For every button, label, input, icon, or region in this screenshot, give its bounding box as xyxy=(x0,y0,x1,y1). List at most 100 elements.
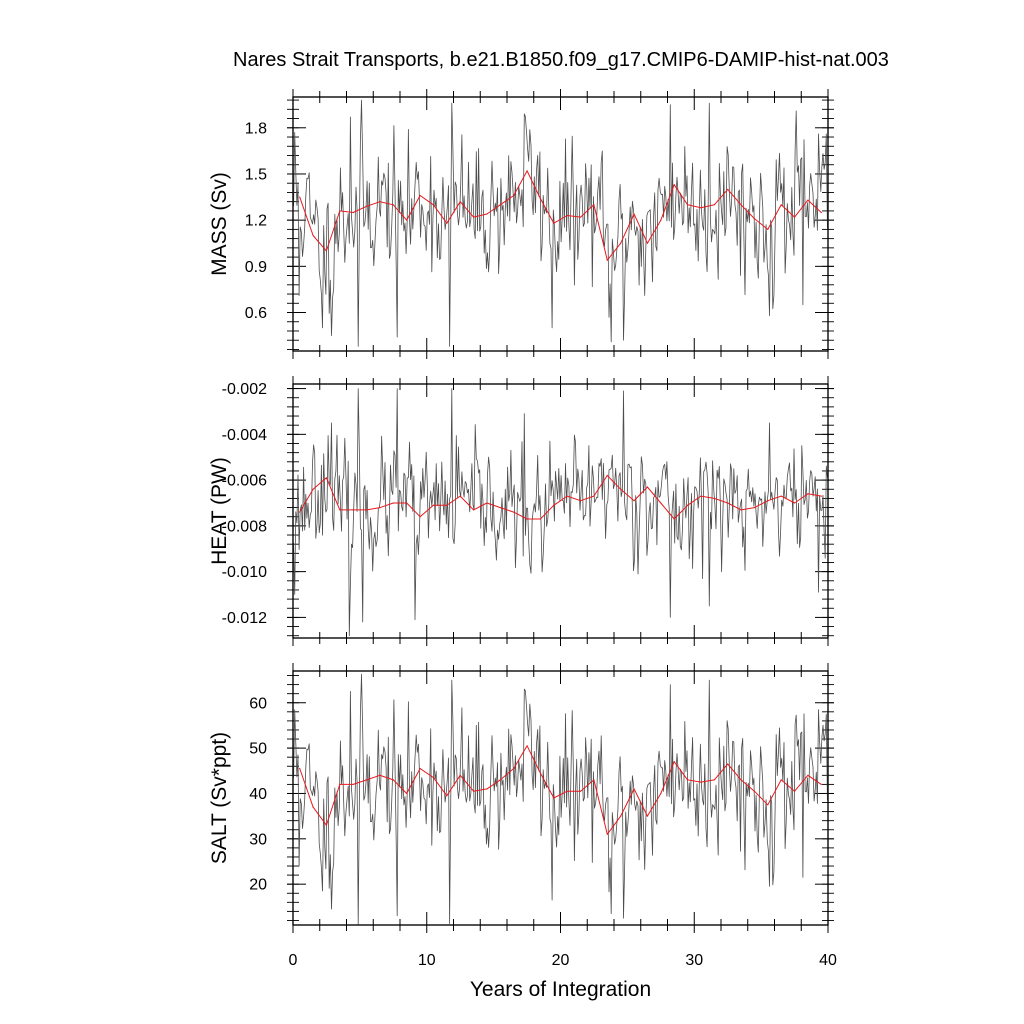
annual-mean-point xyxy=(392,204,394,206)
x-tick-label: 20 xyxy=(552,952,570,969)
annual-mean-point xyxy=(446,222,448,224)
annual-mean-point xyxy=(312,488,314,490)
annual-mean-point xyxy=(419,194,421,197)
annual-mean-point xyxy=(553,222,555,224)
annual-mean-point xyxy=(686,779,689,781)
annual-mean-point xyxy=(820,495,822,497)
annual-mean-point xyxy=(620,242,622,244)
plot-frame-border xyxy=(292,96,829,352)
raw-monthly-line xyxy=(293,673,828,925)
y-tick-label: 1.2 xyxy=(245,213,267,230)
y-tick-label: 1.8 xyxy=(245,120,267,137)
y-tick-label: 30 xyxy=(249,831,267,848)
annual-mean-point xyxy=(566,214,568,217)
annual-mean-point xyxy=(753,790,756,792)
y-axis-label: MASS (Sv) xyxy=(208,172,231,276)
annual-mean-point xyxy=(740,779,742,781)
annual-mean-line xyxy=(299,475,822,520)
annual-mean-point xyxy=(406,502,408,504)
panel-heat: -0.012 -0.010 -0.008 -0.006 -0.004 -0.002 HEAT… xyxy=(208,376,834,646)
annual-mean-point xyxy=(312,806,314,808)
annual-mean-point xyxy=(419,767,421,770)
annual-mean-point xyxy=(579,500,582,502)
annual-mean-point xyxy=(459,495,461,497)
annual-mean-point xyxy=(579,790,582,792)
annual-mean-point xyxy=(700,781,702,783)
annual-mean-point xyxy=(807,493,809,495)
annual-mean-point xyxy=(713,779,715,781)
raw-monthly-line xyxy=(293,388,828,637)
annual-mean-point xyxy=(579,216,582,218)
annual-mean-point xyxy=(700,495,702,497)
annual-mean-point xyxy=(339,783,341,785)
annual-mean-point xyxy=(606,833,608,835)
annual-mean-point xyxy=(312,234,314,237)
annual-mean-point xyxy=(446,795,448,797)
annual-mean-point xyxy=(365,205,368,207)
annual-mean-point xyxy=(740,509,742,511)
annual-mean-point xyxy=(686,204,689,206)
annual-mean-point xyxy=(499,779,501,781)
annual-mean-point xyxy=(406,219,408,221)
annual-mean-point xyxy=(486,502,488,504)
chart-title: Nares Strait Transports, b.e21.B1850.f09… xyxy=(233,49,889,71)
annual-mean-point xyxy=(807,199,809,201)
annual-mean-point xyxy=(793,502,796,504)
raw-monthly-line xyxy=(293,99,828,347)
annual-mean-point xyxy=(379,774,381,776)
annual-mean-point xyxy=(526,745,528,747)
annual-mean-point xyxy=(513,767,515,770)
y-tick-label: 0.6 xyxy=(245,305,267,322)
annual-mean-point xyxy=(633,500,635,502)
y-tick-label: -0.004 xyxy=(222,427,267,444)
annual-mean-point xyxy=(793,790,796,792)
x-tick-label: 0 xyxy=(289,952,298,969)
annual-mean-line xyxy=(299,745,822,835)
y-tick-label: -0.012 xyxy=(222,610,267,627)
panel-salt: 20 30 40 50 60 0 10 20 30 40 SALT (Sv*ppt) Years of… xyxy=(208,663,837,1001)
annual-mean-point xyxy=(673,518,675,520)
annual-mean-point xyxy=(365,779,368,781)
annual-mean-point xyxy=(459,201,461,203)
annual-mean-point xyxy=(673,761,675,763)
annual-mean-point xyxy=(365,509,368,511)
annual-mean-point xyxy=(660,502,662,504)
annual-mean-point xyxy=(620,815,622,817)
annual-mean-point xyxy=(660,219,662,221)
annual-mean-point xyxy=(499,506,501,509)
annual-mean-point xyxy=(339,210,341,212)
plot-frame-border xyxy=(292,670,829,926)
annual-mean-point xyxy=(539,518,542,520)
annual-mean-point xyxy=(700,207,702,209)
annual-mean-point xyxy=(660,792,662,795)
annual-mean-point xyxy=(633,788,635,790)
plot-frame-border xyxy=(292,383,829,639)
annual-mean-point xyxy=(472,216,475,218)
annual-mean-point xyxy=(352,783,354,785)
annual-mean-point xyxy=(526,170,528,172)
annual-mean-point xyxy=(566,790,568,792)
annual-mean-point xyxy=(646,242,649,244)
plot-frame xyxy=(292,383,829,639)
annual-mean-point xyxy=(539,198,542,200)
annual-mean-point xyxy=(513,511,515,513)
annual-mean-point xyxy=(472,790,475,792)
annual-mean-point xyxy=(553,797,555,799)
annual-mean-point xyxy=(499,204,501,206)
annual-mean-point xyxy=(727,763,729,765)
annual-mean-point xyxy=(392,779,394,781)
y-tick-label: 50 xyxy=(249,741,267,758)
annual-mean-point xyxy=(820,783,822,785)
annual-mean-point xyxy=(566,495,568,497)
y-tick-label: -0.002 xyxy=(222,381,267,398)
annual-mean-point xyxy=(753,506,756,509)
annual-mean-point xyxy=(686,504,689,506)
y-tick-label: 1.5 xyxy=(245,166,267,183)
annual-mean-point xyxy=(780,779,782,781)
annual-mean-line xyxy=(299,170,822,261)
panel-mass: 0.6 0.9 1.2 1.5 1.8 MASS (Sv) xyxy=(208,89,834,359)
annual-mean-point xyxy=(406,792,408,795)
annual-mean-point xyxy=(299,196,301,198)
annual-mean-point xyxy=(419,516,421,518)
